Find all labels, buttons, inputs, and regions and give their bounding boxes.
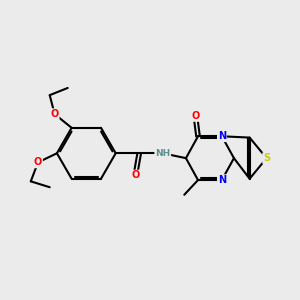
Text: S: S (263, 153, 270, 163)
Text: O: O (131, 170, 140, 181)
Text: N: N (218, 131, 226, 141)
Text: NH: NH (155, 149, 170, 158)
Text: O: O (191, 111, 200, 121)
Text: O: O (34, 158, 42, 167)
Text: O: O (50, 109, 59, 119)
Text: N: N (218, 175, 226, 185)
